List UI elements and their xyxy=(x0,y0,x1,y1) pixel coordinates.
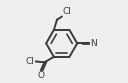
Text: N: N xyxy=(90,39,96,48)
Text: Cl: Cl xyxy=(62,7,71,16)
Text: Cl: Cl xyxy=(25,57,34,66)
Text: O: O xyxy=(37,71,44,80)
